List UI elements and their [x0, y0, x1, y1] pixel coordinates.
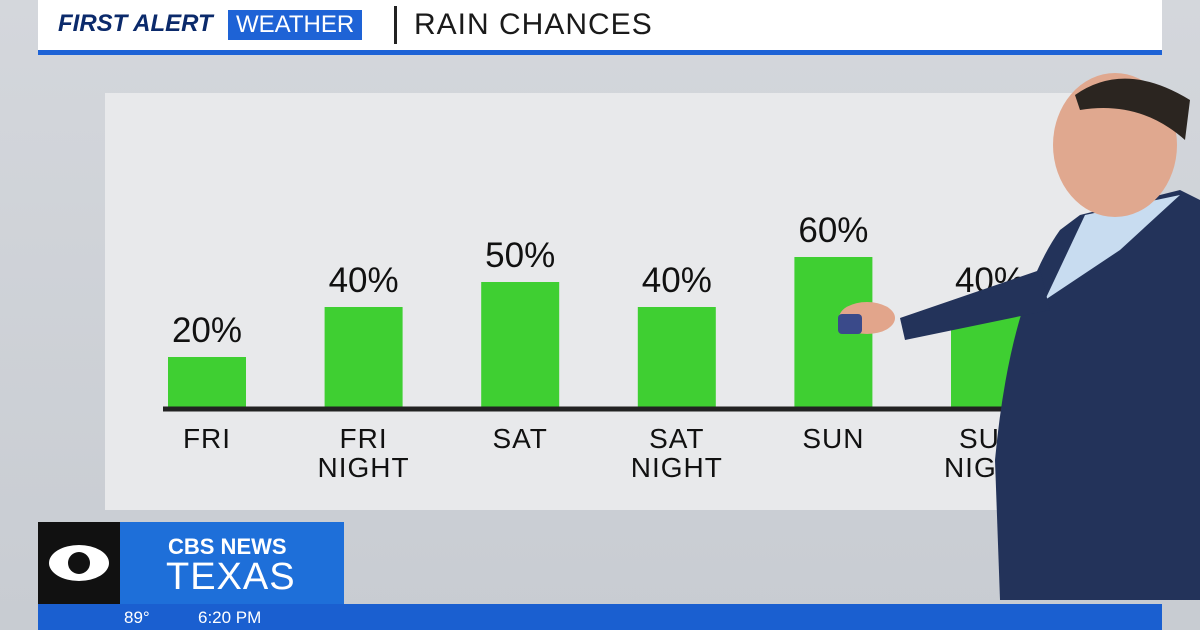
bar [324, 307, 403, 407]
category-label: FRI [182, 423, 232, 454]
bar [168, 357, 246, 407]
value-label: 40% [328, 261, 399, 300]
brand-first: FIRST ALERT [58, 10, 213, 37]
presenter-suit [995, 190, 1200, 600]
brand-second: WEATHER [228, 10, 363, 40]
time: 6:20 PM [198, 608, 262, 627]
value-label: 60% [798, 211, 869, 250]
clicker [838, 314, 862, 334]
logo-icon [49, 545, 109, 581]
value-label: 20% [171, 311, 243, 350]
station-logo [38, 522, 120, 604]
station-banner: CBS NEWS TEXAS [120, 522, 344, 604]
presenter-shirt [1045, 195, 1180, 300]
network-name: CBS NEWS [168, 534, 287, 559]
category-label: SAT NIGHT [630, 423, 723, 483]
presenter-arm [900, 270, 1050, 340]
presenter-hair [1075, 78, 1190, 140]
bar [637, 307, 716, 407]
temperature: 89° [124, 608, 150, 627]
header-bar: FIRST ALERT WEATHER RAIN CHANCES [38, 0, 1162, 55]
station-name: TEXAS [166, 556, 296, 598]
info-strip: 89° 6:20 PM [38, 604, 1162, 630]
category-label: SUN [802, 423, 865, 454]
chart-title: RAIN CHANCES [414, 8, 653, 41]
value-label: 40% [641, 261, 712, 300]
value-label: 50% [485, 236, 556, 275]
category-label: SAT [492, 423, 548, 454]
bar [481, 282, 560, 407]
category-label: FRI NIGHT [317, 423, 410, 483]
chart-panel [105, 93, 1105, 510]
separator [394, 6, 397, 44]
